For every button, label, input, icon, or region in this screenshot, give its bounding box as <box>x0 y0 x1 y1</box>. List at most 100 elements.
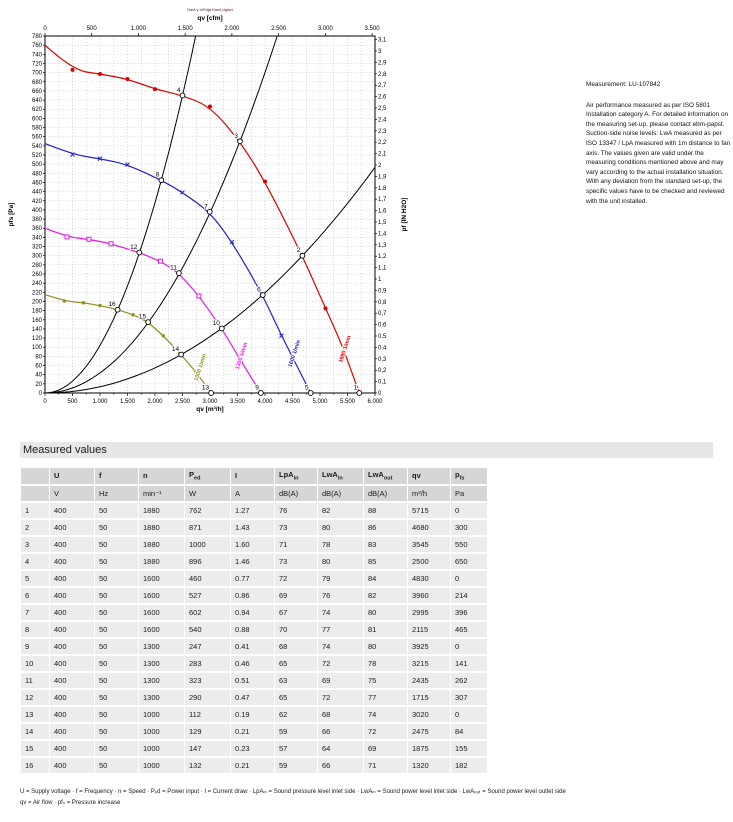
table-cell: 3 <box>21 536 49 552</box>
table-cell: 460 <box>185 570 230 586</box>
svg-text:500: 500 <box>87 26 98 32</box>
column-unit: Hz <box>95 485 138 501</box>
table-cell: 132 <box>185 757 230 773</box>
table-cell: 6 <box>21 587 49 603</box>
table-cell: 66 <box>318 723 363 739</box>
table-cell: 1600 <box>139 587 184 603</box>
table-cell: 50 <box>95 621 138 637</box>
svg-text:10: 10 <box>213 320 221 327</box>
measurement-note: Measurement: LU-107842 Air performance m… <box>586 80 733 206</box>
column-header: qv <box>408 468 450 484</box>
table-cell: 400 <box>50 621 94 637</box>
svg-text:2,3: 2,3 <box>378 129 387 135</box>
svg-text:8: 8 <box>156 172 160 179</box>
svg-text:0,9: 0,9 <box>378 288 387 294</box>
table-cell: 2475 <box>408 723 450 739</box>
column-unit: dB(A) <box>364 485 407 501</box>
table-cell: 400 <box>50 502 94 518</box>
table-cell: 400 <box>50 723 94 739</box>
table-cell: 84 <box>364 570 407 586</box>
table-row: 12 400 50 1300 290 0.47 65 72 77 1715 307 <box>21 689 487 705</box>
table-cell: 69 <box>364 740 407 756</box>
table-cell: 1880 <box>139 502 184 518</box>
svg-text:4.000: 4.000 <box>257 399 273 405</box>
svg-text:1: 1 <box>354 385 358 392</box>
table-cell: 3215 <box>408 655 450 671</box>
table-cell: 50 <box>95 587 138 603</box>
chart-canvas: 0204060801001201401601802002202402602803… <box>8 7 408 413</box>
table-cell: 0 <box>451 706 487 722</box>
column-unit: V <box>50 485 94 501</box>
table-cell: 50 <box>95 757 138 773</box>
table-cell: 72 <box>275 570 317 586</box>
svg-text:1,9: 1,9 <box>378 174 387 180</box>
table-cell: 62 <box>275 706 317 722</box>
svg-text:1,4: 1,4 <box>378 231 387 237</box>
table-cell: 0.19 <box>231 706 274 722</box>
table-cell: 400 <box>50 655 94 671</box>
table-cell: 1000 <box>139 740 184 756</box>
table-cell: 4 <box>21 553 49 569</box>
table-cell: 8 <box>21 621 49 637</box>
table-cell: 78 <box>318 536 363 552</box>
svg-text:80: 80 <box>35 354 42 360</box>
table-row: 1 400 50 1880 762 1.27 76 82 88 5715 0 <box>21 502 487 518</box>
svg-text:2.000: 2.000 <box>224 26 240 32</box>
table-cell: 400 <box>50 570 94 586</box>
table-cell: 4830 <box>408 570 450 586</box>
table-row: 5 400 50 1600 460 0.77 72 79 84 4830 0 <box>21 570 487 586</box>
table-cell: 77 <box>318 621 363 637</box>
svg-text:2,8: 2,8 <box>378 72 387 78</box>
table-cell: 50 <box>95 570 138 586</box>
column-unit: dB(A) <box>275 485 317 501</box>
table-cell: 307 <box>451 689 487 705</box>
svg-text:0,5: 0,5 <box>378 334 387 340</box>
table-row: 6 400 50 1600 527 0.86 69 76 82 3960 214 <box>21 587 487 603</box>
svg-text:500: 500 <box>67 399 78 405</box>
svg-text:5: 5 <box>305 385 309 392</box>
table-cell: 66 <box>318 757 363 773</box>
column-unit <box>21 485 49 501</box>
table-cell: 0.46 <box>231 655 274 671</box>
svg-text:1,5: 1,5 <box>378 220 387 226</box>
svg-text:3.500: 3.500 <box>365 26 381 32</box>
table-cell: 1000 <box>185 536 230 552</box>
table-cell: 73 <box>275 553 317 569</box>
table-cell: 400 <box>50 757 94 773</box>
svg-text:1.000: 1.000 <box>131 26 147 32</box>
table-row: 2 400 50 1880 871 1.43 73 80 86 4680 300 <box>21 519 487 535</box>
table-row: 11 400 50 1300 323 0.51 63 69 75 2435 262 <box>21 672 487 688</box>
table-row: 7 400 50 1600 602 0.94 67 74 80 2995 396 <box>21 604 487 620</box>
table-cell: 76 <box>318 587 363 603</box>
table-cell: 50 <box>95 672 138 688</box>
svg-text:180: 180 <box>32 309 43 315</box>
svg-text:6: 6 <box>257 287 261 294</box>
svg-text:2,9: 2,9 <box>378 60 387 66</box>
column-unit: Pa <box>451 485 487 501</box>
table-cell: 71 <box>364 757 407 773</box>
table-row: 3 400 50 1880 1000 1.60 71 78 83 3545 550 <box>21 536 487 552</box>
table-cell: 81 <box>364 621 407 637</box>
table-cell: 400 <box>50 672 94 688</box>
svg-text:560: 560 <box>32 135 43 141</box>
table-cell: 3020 <box>408 706 450 722</box>
svg-text:7: 7 <box>204 203 208 210</box>
table-cell: 50 <box>95 553 138 569</box>
table-cell: 59 <box>275 723 317 739</box>
svg-text:12: 12 <box>130 244 138 251</box>
table-cell: 396 <box>451 604 487 620</box>
table-cell: 0.23 <box>231 740 274 756</box>
column-unit: min⁻¹ <box>139 485 184 501</box>
table-cell: 72 <box>318 655 363 671</box>
svg-text:20: 20 <box>35 382 42 388</box>
table-cell: 1000 <box>139 706 184 722</box>
svg-text:1,2: 1,2 <box>378 254 387 260</box>
svg-text:0: 0 <box>43 399 47 405</box>
table-cell: 68 <box>275 638 317 654</box>
table-cell: 2435 <box>408 672 450 688</box>
table-cell: 1300 <box>139 672 184 688</box>
table-cell: 63 <box>275 672 317 688</box>
svg-text:1000 1/min: 1000 1/min <box>194 353 209 382</box>
table-cell: 2995 <box>408 604 450 620</box>
table-cell: 84 <box>451 723 487 739</box>
